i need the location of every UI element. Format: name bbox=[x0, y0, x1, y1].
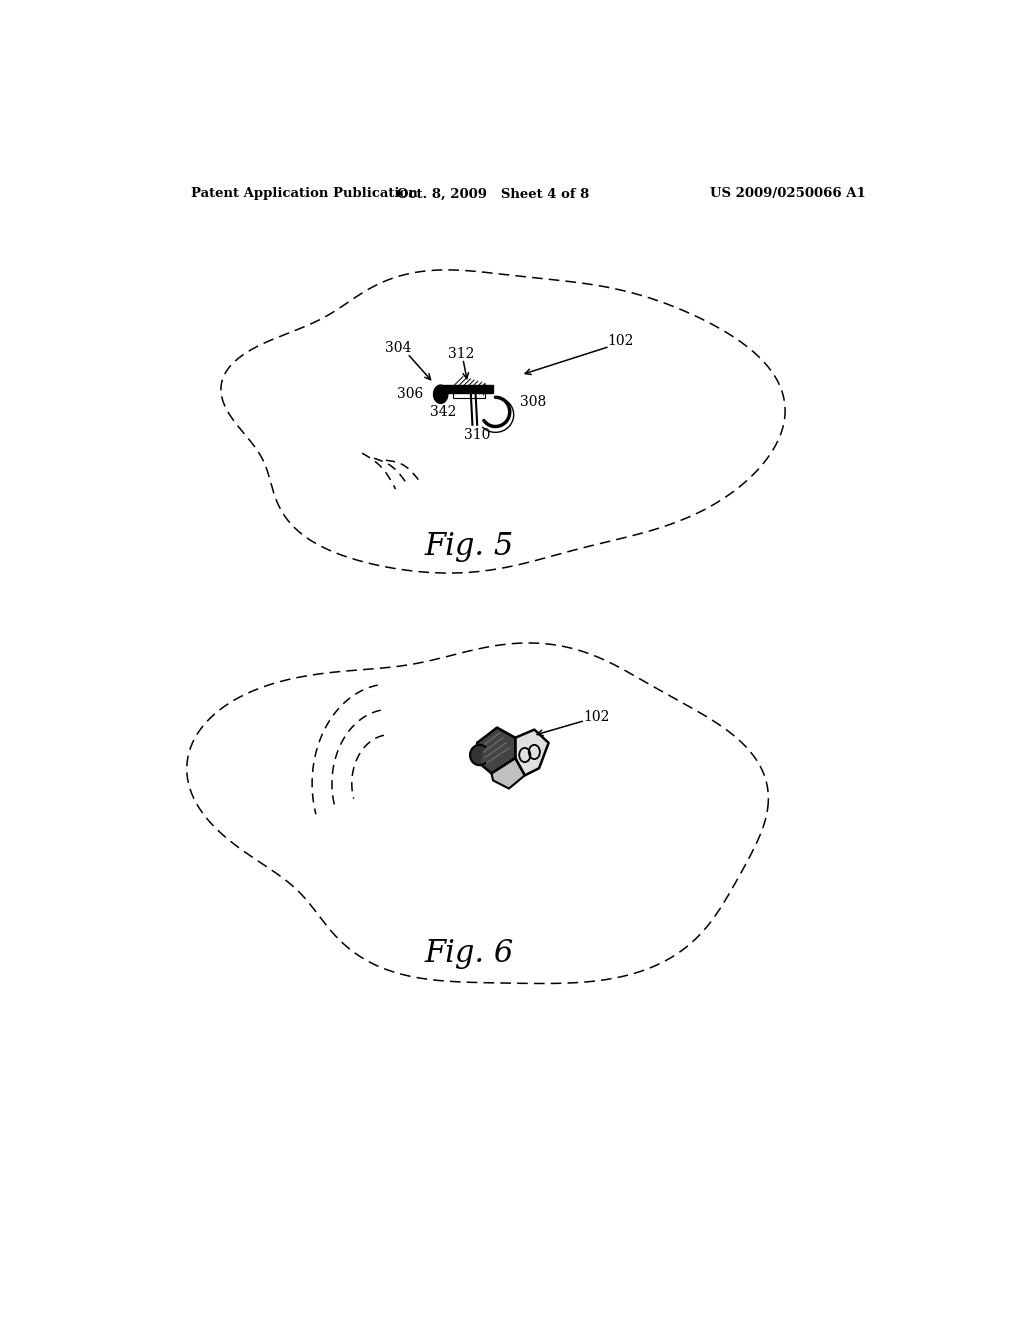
Text: 310: 310 bbox=[464, 428, 490, 442]
Text: 308: 308 bbox=[519, 395, 546, 409]
Text: Patent Application Publication: Patent Application Publication bbox=[191, 187, 418, 201]
Polygon shape bbox=[470, 744, 485, 766]
Text: US 2009/0250066 A1: US 2009/0250066 A1 bbox=[711, 187, 866, 201]
Text: 102: 102 bbox=[607, 334, 633, 348]
Polygon shape bbox=[515, 730, 549, 775]
Polygon shape bbox=[433, 385, 447, 404]
Text: Fig. 5: Fig. 5 bbox=[425, 531, 514, 562]
Text: 304: 304 bbox=[385, 342, 411, 355]
Polygon shape bbox=[443, 385, 494, 393]
Text: Oct. 8, 2009   Sheet 4 of 8: Oct. 8, 2009 Sheet 4 of 8 bbox=[397, 187, 589, 201]
Text: 312: 312 bbox=[449, 347, 474, 360]
Polygon shape bbox=[475, 727, 515, 774]
Polygon shape bbox=[492, 758, 524, 788]
Text: Fig. 6: Fig. 6 bbox=[425, 937, 514, 969]
Text: 342: 342 bbox=[430, 405, 457, 420]
Text: 102: 102 bbox=[583, 710, 609, 725]
Bar bbox=[454, 385, 485, 399]
Text: 306: 306 bbox=[396, 387, 423, 401]
